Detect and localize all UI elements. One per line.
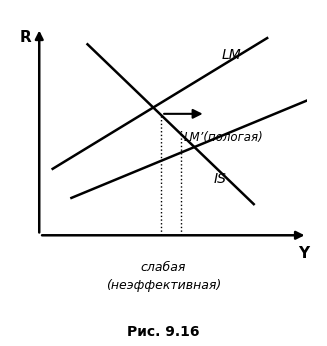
Text: LM: LM xyxy=(222,48,241,62)
Text: (неэффективная): (неэффективная) xyxy=(106,279,221,292)
Text: R: R xyxy=(19,30,31,45)
Text: LM’(пологая): LM’(пологая) xyxy=(184,131,264,144)
Text: IS: IS xyxy=(214,172,226,186)
Text: Y: Y xyxy=(298,246,309,261)
Text: слабая: слабая xyxy=(141,261,186,274)
Text: Рис. 9.16: Рис. 9.16 xyxy=(127,325,200,339)
